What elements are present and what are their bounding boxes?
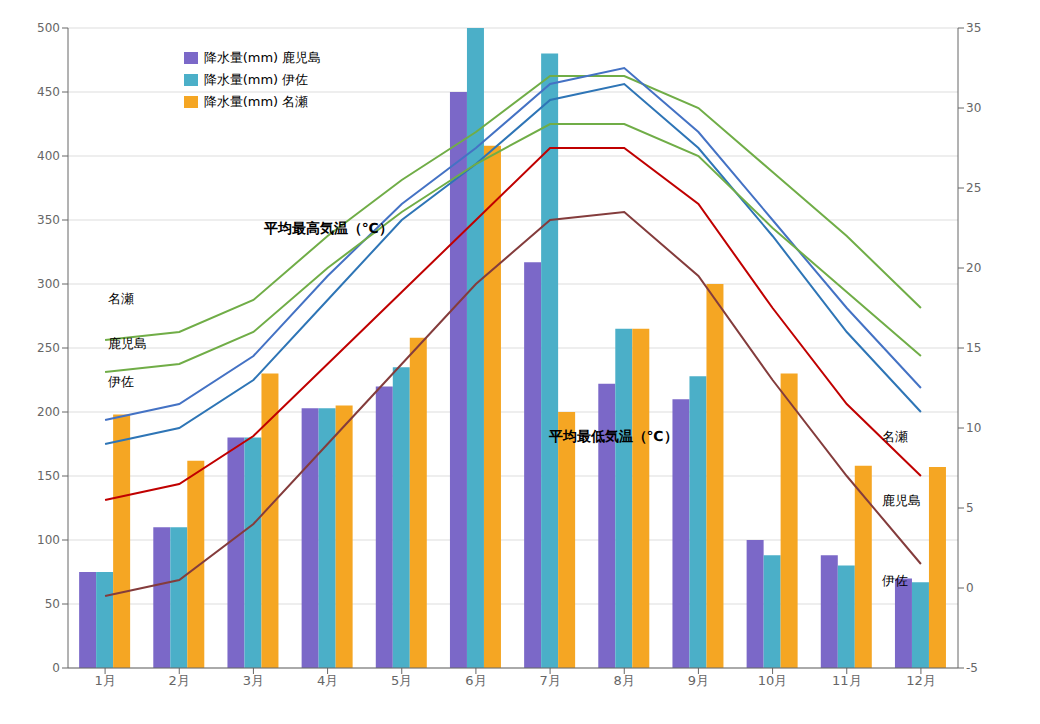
svg-text:6月: 6月 <box>465 673 486 688</box>
svg-text:名瀬: 名瀬 <box>108 291 134 306</box>
html-text:降水量(mm) 名瀬: 降水量(mm) 名瀬 <box>203 94 309 110</box>
svg-text:250: 250 <box>37 341 60 355</box>
svg-text:10月: 10月 <box>758 673 788 688</box>
svg-text:伊佐: 伊佐 <box>108 374 134 389</box>
svg-text:5: 5 <box>966 501 974 515</box>
html-text:降水量(mm) 伊佐: 降水量(mm) 伊佐 <box>203 72 309 88</box>
svg-text:300: 300 <box>37 277 60 291</box>
html-text:降水量(mm) 鹿児島: 降水量(mm) 鹿児島 <box>203 50 322 66</box>
svg-text:平均最高気温（℃）: 平均最高気温（℃） <box>263 220 393 236</box>
svg-text:8月: 8月 <box>614 673 635 688</box>
svg-text:0: 0 <box>966 581 974 595</box>
svg-text:平均最低気温（℃）: 平均最低気温（℃） <box>548 428 678 444</box>
svg-text:名瀬: 名瀬 <box>882 429 908 444</box>
svg-text:1月: 1月 <box>94 673 115 688</box>
svg-text:9月: 9月 <box>688 673 709 688</box>
svg-text:鹿児島: 鹿児島 <box>882 493 921 508</box>
svg-text:200: 200 <box>37 405 60 419</box>
svg-text:350: 350 <box>37 213 60 227</box>
svg-text:500: 500 <box>37 21 60 35</box>
svg-text:10: 10 <box>966 421 981 435</box>
svg-text:2月: 2月 <box>169 673 190 688</box>
svg-text:11月: 11月 <box>832 673 862 688</box>
svg-text:7月: 7月 <box>539 673 560 688</box>
svg-text:-5: -5 <box>966 661 978 675</box>
svg-text:15: 15 <box>966 341 981 355</box>
svg-text:400: 400 <box>37 149 60 163</box>
svg-text:4月: 4月 <box>317 673 338 688</box>
svg-text:20: 20 <box>966 261 981 275</box>
svg-text:5月: 5月 <box>391 673 412 688</box>
svg-text:鹿児島: 鹿児島 <box>108 336 147 351</box>
svg-text:100: 100 <box>37 533 60 547</box>
svg-text:3月: 3月 <box>243 673 264 688</box>
svg-text:12月: 12月 <box>906 673 936 688</box>
svg-text:0: 0 <box>52 661 60 675</box>
svg-text:35: 35 <box>966 21 981 35</box>
svg-text:450: 450 <box>37 85 60 99</box>
svg-text:50: 50 <box>45 597 60 611</box>
svg-text:150: 150 <box>37 469 60 483</box>
svg-text:25: 25 <box>966 181 981 195</box>
svg-text:伊佐: 伊佐 <box>882 573 908 588</box>
svg-text:30: 30 <box>966 101 981 115</box>
